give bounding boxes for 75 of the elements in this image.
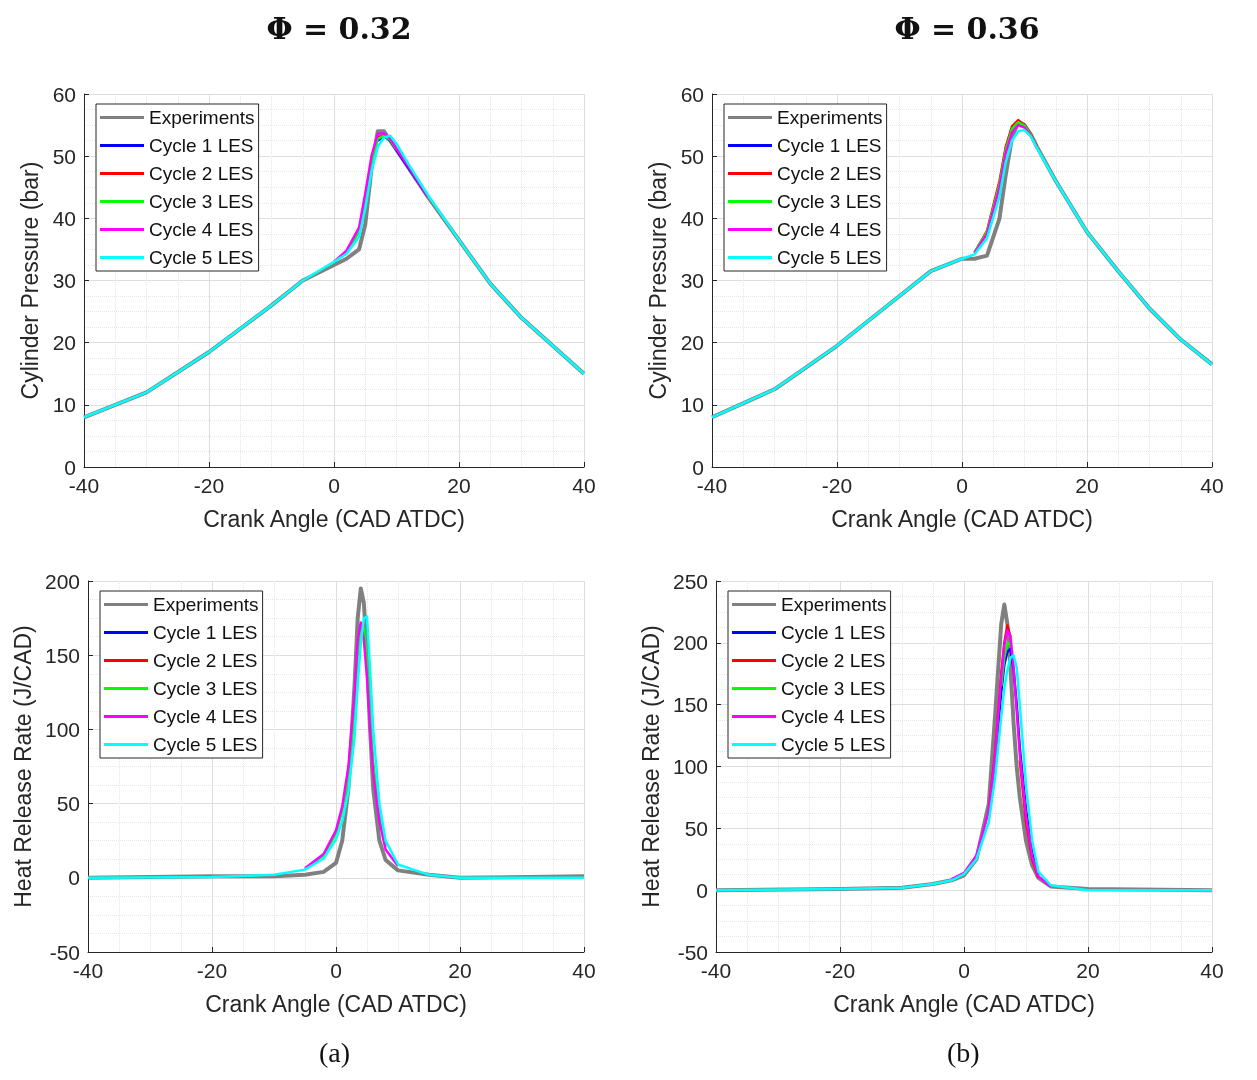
y-tick-label: 0	[696, 878, 708, 902]
y-tick-label: 40	[680, 206, 704, 230]
legend-label: Cycle 5 LES	[149, 247, 254, 268]
x-axis-title: Crank Angle (CAD ATDC)	[203, 505, 465, 532]
x-tick-label: -20	[193, 474, 225, 497]
chart-title: Φ = 0.32	[266, 10, 412, 46]
legend-label: Cycle 2 LES	[781, 650, 886, 671]
x-tick-label: 20	[1075, 474, 1099, 497]
y-tick-label: 50	[684, 816, 708, 840]
x-tick-label: -20	[824, 959, 856, 982]
text: (b)	[947, 1036, 980, 1068]
y-axis-title: Heat Release Rate (J/CAD)	[637, 625, 664, 908]
y-tick-label: 20	[680, 331, 704, 355]
legend-label: Cycle 4 LES	[153, 706, 258, 727]
y-tick-label: 100	[44, 717, 80, 741]
legend-label: Cycle 2 LES	[777, 163, 882, 184]
legend-label: Cycle 5 LES	[781, 734, 886, 755]
x-tick-label: 20	[1076, 959, 1100, 982]
text: (a)	[319, 1036, 351, 1068]
legend-label: Cycle 2 LES	[153, 650, 258, 671]
legend-label: Cycle 5 LES	[777, 247, 882, 268]
y-tick-label: 200	[44, 569, 80, 593]
legend-label: Experiments	[777, 107, 883, 128]
x-axis-title: Crank Angle (CAD ATDC)	[205, 990, 467, 1017]
x-axis-title: Crank Angle (CAD ATDC)	[831, 505, 1093, 532]
y-tick-label: 100	[672, 755, 708, 778]
y-tick-label: 50	[680, 144, 704, 168]
legend-label: Cycle 1 LES	[781, 622, 886, 643]
y-tick-label: 150	[44, 643, 80, 667]
y-tick-label: 40	[52, 206, 76, 230]
legend-label: Cycle 1 LES	[153, 622, 258, 643]
legend-label: Cycle 3 LES	[777, 191, 882, 212]
x-tick-label: -20	[196, 959, 228, 982]
y-tick-label: 10	[680, 393, 704, 417]
x-tick-label: 20	[448, 959, 472, 982]
y-tick-label: 10	[52, 393, 76, 417]
y-tick-label: 20	[52, 331, 76, 355]
legend-label: Cycle 3 LES	[149, 191, 254, 212]
x-tick-label: 40	[1200, 959, 1224, 982]
legend-label: Cycle 1 LES	[777, 135, 882, 156]
legend-label: Cycle 2 LES	[149, 163, 254, 184]
x-tick-label: 40	[572, 959, 596, 982]
x-tick-label: 0	[958, 959, 970, 982]
y-tick-label: 150	[672, 693, 708, 717]
legend-label: Experiments	[149, 107, 255, 128]
legend-label: Cycle 3 LES	[153, 678, 258, 699]
y-tick-label: 60	[680, 82, 704, 106]
legend-label: Cycle 4 LES	[149, 219, 254, 240]
y-tick-label: 30	[680, 269, 704, 292]
y-axis-title: Heat Release Rate (J/CAD)	[9, 625, 36, 908]
y-tick-label: 50	[52, 144, 76, 168]
legend-label: Experiments	[781, 594, 887, 615]
legend-label: Cycle 5 LES	[153, 734, 258, 755]
x-axis-title: Crank Angle (CAD ATDC)	[833, 990, 1095, 1017]
x-tick-label: 0	[328, 474, 340, 497]
x-tick-label: 40	[572, 474, 596, 497]
legend-label: Cycle 1 LES	[149, 135, 254, 156]
y-tick-label: 200	[672, 631, 708, 655]
legend-label: Experiments	[153, 594, 259, 615]
legend-label: Cycle 3 LES	[781, 678, 886, 699]
x-tick-label: 0	[330, 959, 342, 982]
y-tick-label: 60	[52, 82, 76, 106]
chart-title: Φ = 0.36	[894, 10, 1040, 46]
y-tick-label: 250	[672, 569, 708, 593]
legend-label: Cycle 4 LES	[781, 706, 886, 727]
x-tick-label: 20	[447, 474, 471, 497]
x-tick-label: 0	[956, 474, 968, 497]
x-tick-label: -20	[821, 474, 853, 497]
y-tick-label: 30	[52, 269, 76, 292]
x-tick-label: 40	[1200, 474, 1224, 497]
y-axis-title: Cylinder Pressure (bar)	[645, 161, 672, 400]
y-tick-label: 50	[56, 792, 80, 816]
y-tick-label: 0	[68, 866, 80, 890]
y-axis-title: Cylinder Pressure (bar)	[17, 161, 44, 400]
legend-label: Cycle 4 LES	[777, 219, 882, 240]
